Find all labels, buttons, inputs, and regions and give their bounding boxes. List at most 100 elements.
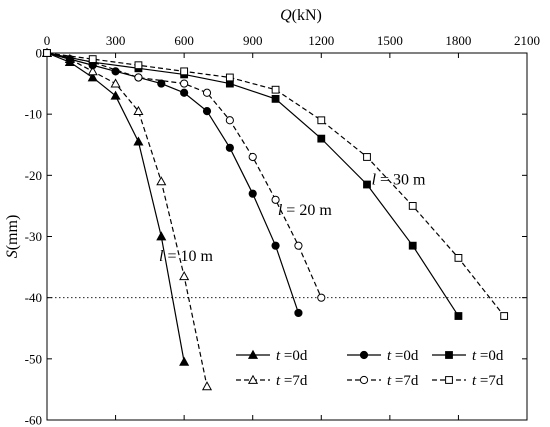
x-tick-label: 300 [106,33,126,48]
data-point [225,73,234,82]
data-point [317,134,326,143]
data-point [88,55,97,64]
data-point [87,72,98,82]
legend-marker [445,376,453,384]
data-point [110,90,121,100]
legend-label: t =0d [387,348,419,364]
legend: t =0dt =7dt =0dt =7dt =0dt =7d [236,348,504,389]
y-axis-title: S(mm) [4,215,21,259]
data-point [317,116,326,125]
data-point [271,85,280,94]
x-tick-label: 1200 [308,33,334,48]
plot-area: 0 300 600 900 1200 1500 1800 2100 0 -10 -20 -30 -40 -… [4,33,540,427]
data-point [317,293,326,302]
data-point [87,66,98,76]
y-axis-title-var: S [4,250,21,258]
x-tick-label: 2100 [514,33,540,48]
data-point [180,88,189,97]
series-line [46,52,299,314]
data-point [500,312,509,320]
legend-label-var: t [276,348,281,364]
y-tick-label: -10 [25,107,42,122]
y-tick-label: -40 [25,290,42,305]
y-tick-label: -50 [25,351,42,366]
annotation-text: = 30 m [376,172,426,189]
series-line [46,52,505,317]
annotation-var: l [159,248,164,265]
legend-label-text: =7d [476,373,504,389]
data-point [157,79,166,88]
y-tick-label: -30 [25,229,42,244]
legend-label-var: t [387,348,392,364]
data-point [225,116,234,125]
x-tick-label: 1800 [445,33,471,48]
data-point [202,107,212,116]
data-point [225,143,234,152]
data-point [363,180,371,189]
legend-label: t =7d [387,373,419,389]
data-point [180,67,189,76]
legend-label: t =0d [472,348,504,364]
series-line [46,52,459,317]
legend-label: t =7d [276,373,308,389]
legend-marker [359,375,369,385]
series-2 [42,48,303,318]
data-point [156,231,167,241]
legend-label-text: =7d [391,373,419,389]
data-point [202,88,212,97]
legend-label-text: =0d [391,348,419,364]
legend-label-var: t [276,373,281,389]
curve-annotation: l = 30 m [372,172,426,189]
data-point [294,241,303,250]
data-point [454,254,463,262]
data-point [179,271,190,281]
legend-marker [247,349,259,359]
data-point [248,152,257,162]
x-axis-title-unit: (kN) [292,7,322,24]
series-1 [41,47,213,391]
legend-label-var: t [472,348,477,364]
data-point [156,176,167,186]
data-point [201,381,213,391]
data-point [110,78,121,88]
data-point [454,312,463,320]
data-point [133,105,144,115]
data-point [248,189,257,198]
data-point [271,195,280,204]
legend-label-text: =0d [476,348,504,364]
curve-annotation: l = 10 m [159,248,213,265]
annotation-text: = 10 m [163,248,213,265]
y-tick-label: -20 [25,168,42,183]
y-tick-label: -60 [25,413,42,427]
data-point [134,73,143,82]
x-tick-label: 600 [174,33,194,48]
y-tick-label: 0 [36,46,43,61]
legend-marker [359,350,369,360]
legend-marker [247,374,259,384]
data-point [43,49,51,57]
x-tick-label: 1500 [377,33,403,48]
x-axis-title-var: Q [280,7,292,24]
data-point [134,61,143,70]
data-point [408,202,417,210]
legend-marker [445,351,453,359]
series-5 [43,49,509,320]
legend-label-text: =0d [280,348,308,364]
data-point [180,79,189,88]
legend-label: t =0d [276,348,308,364]
data-point [133,136,144,146]
x-tick-label: 0 [44,33,51,48]
annotation-text: = 20 m [282,202,332,219]
data-point [179,356,190,366]
series-0 [41,47,190,366]
legend-label-var: t [387,373,392,389]
data-point [363,153,371,161]
x-axis-title: Q(kN) [280,7,322,24]
legend-label-var: t [472,373,477,389]
data-point [271,241,280,250]
series-line [46,52,208,387]
data-point [408,241,417,250]
annotation-var: l [372,172,377,189]
legend-label: t =7d [472,373,504,389]
